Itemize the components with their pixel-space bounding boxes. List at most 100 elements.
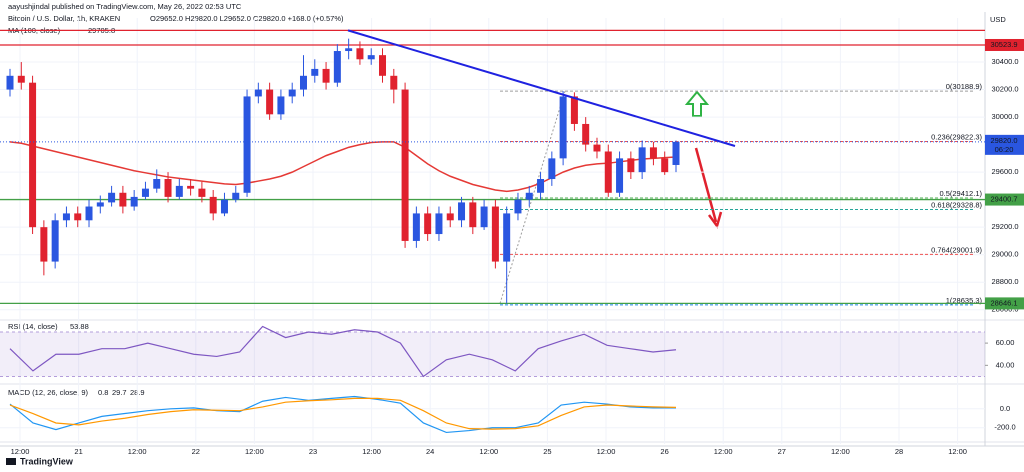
candle-body [412,213,420,241]
candle-body [198,188,206,197]
x-tick-label: 12:00 [245,447,264,456]
x-tick-label: 27 [778,447,786,456]
candle-body [6,75,14,90]
level-label: 28646.1 [990,298,1017,307]
macd-last: 29.7 [112,388,127,397]
logo-icon [6,458,16,465]
x-tick-label: 12:00 [479,447,498,456]
candle-body [616,158,624,193]
brand: TradingView [20,456,74,466]
countdown: 06:20 [995,145,1014,154]
candle-body [627,158,635,173]
candle-body [503,213,511,262]
candle-body [367,55,375,60]
candle-body [85,206,93,221]
level-label: 30523.9 [990,40,1017,49]
candle-body [220,199,228,214]
candle-body [672,141,680,165]
candle-body [74,213,82,221]
candle-body [153,179,161,189]
candle-body [525,192,533,200]
x-tick-label: 12:00 [362,447,381,456]
ma-line [9,141,677,193]
candle-body [604,151,612,193]
candle-body [254,89,262,97]
logo: TradingView [6,456,74,466]
candle-body [96,202,104,207]
x-tick-label: 21 [74,447,82,456]
candle-body [62,213,70,221]
rsi-name: RSI (14, close) [8,322,58,331]
rsi-line [9,325,677,378]
fib-label: 0.5(29412.1) [939,189,982,198]
candle-body [649,147,657,159]
down-arrow-head [707,211,723,229]
candle-body [638,147,646,173]
up-arrow [684,90,710,117]
rsi-tick-label: 60.00 [996,338,1015,347]
candle-body [661,158,669,173]
x-tick-label: 28 [895,447,903,456]
candle-body [424,213,432,235]
fib-diagonal [499,91,566,304]
candle-body [582,123,590,145]
fib-label: 0.764(29001.9) [931,245,982,254]
candle-body [164,179,172,197]
level-tag [985,38,1024,51]
rsi-last: 53.88 [70,322,89,331]
candle-body [345,48,353,52]
x-tick-label: 25 [543,447,551,456]
x-tick-label: 24 [426,447,434,456]
candle-body [17,75,25,83]
fib-label: 1(28635.3) [946,296,983,305]
candle-body [299,75,307,90]
candle-body [570,96,578,124]
candle-body [458,202,466,221]
candle-body [446,213,454,221]
macd-tick-label: 0.0 [1000,404,1010,413]
candle-body [141,188,149,197]
candle-body [288,89,296,97]
macd-tick-label: -200.0 [994,423,1015,432]
x-tick-label: 12:00 [714,447,733,456]
signal-line [9,397,677,430]
fib-label: 0.236(29822.3) [931,133,982,142]
x-tick-label: 12:00 [128,447,147,456]
candle-body [29,82,37,228]
candle-body [480,206,488,228]
candle-body [514,199,522,214]
candle-body [40,227,48,262]
rsi-band [0,332,985,377]
macd-line [9,395,676,434]
x-tick-label: 12:00 [948,447,967,456]
candle-body [469,202,477,228]
symbol: Bitcoin / U.S. Dollar, 1h, KRAKEN [8,14,120,23]
fib-label: 0(30188.9) [946,82,983,91]
macd-hist-last: 0.8 [98,388,108,397]
candle-body [333,51,341,83]
candle-body [119,192,127,207]
level-tag [985,193,1024,206]
y-tick-label: 30400.0 [991,57,1018,66]
candle-body [390,75,398,90]
current-price-tag [985,134,1024,155]
candle-body [401,89,409,241]
candle-body [593,144,601,152]
candle-body [435,213,443,235]
currency: USD [990,15,1006,24]
candle-body [311,68,319,76]
y-tick-label: 28800.0 [991,277,1018,286]
candle-body [51,220,59,262]
fib-label: 0.618(29328.8) [931,200,982,209]
candle-body [548,158,556,180]
candle-body [243,96,251,193]
ohlc: O29652.0 H29820.0 L29652.0 C29820.0 +168… [150,14,344,23]
rsi-tick-label: 40.00 [996,360,1015,369]
level-tag [985,297,1024,310]
candle-body [277,96,285,115]
current-price-label: 29820.0 [990,136,1017,145]
candle-body [266,89,274,115]
candle-body [322,68,330,83]
